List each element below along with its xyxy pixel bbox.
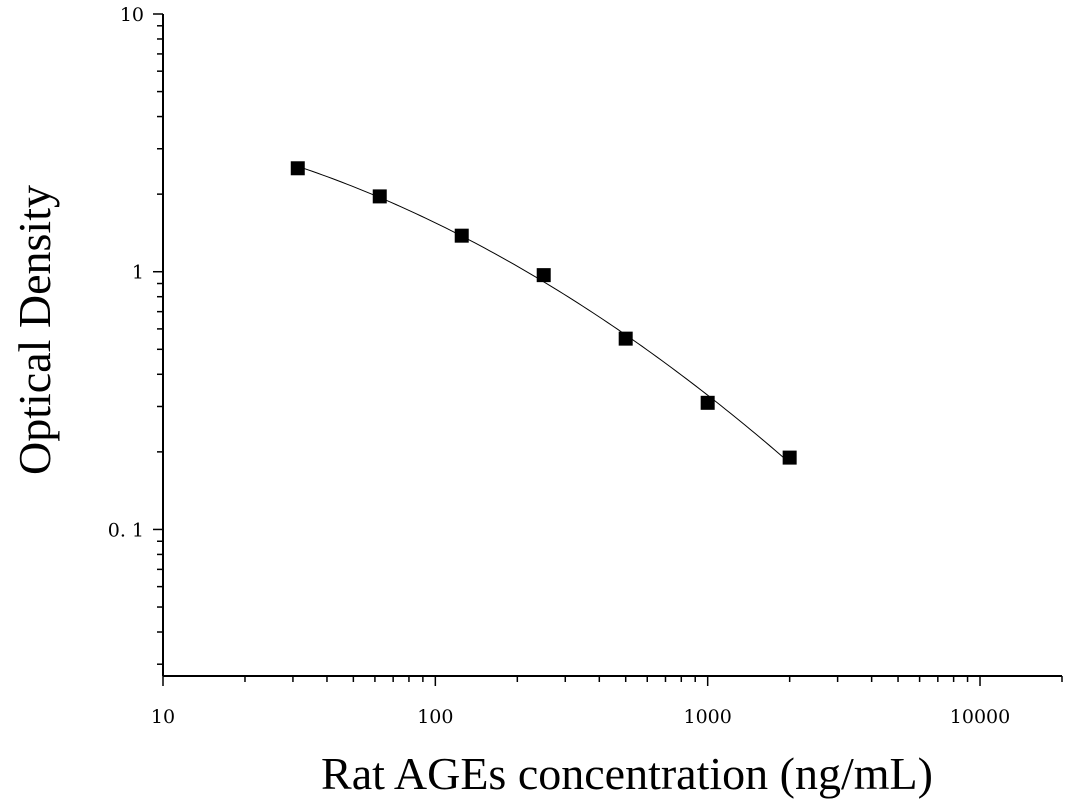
y-axis-ticks xyxy=(153,13,163,665)
y-tick-label: 0. 1 xyxy=(108,519,144,541)
data-point xyxy=(618,331,633,346)
y-axis-tick-labels: 0. 1 1 10 xyxy=(108,4,144,541)
y-tick-label: 10 xyxy=(120,4,144,26)
x-tick-label: 100 xyxy=(417,706,453,728)
x-tick-label: 1000 xyxy=(683,706,731,728)
plot-area: 10 100 1000 10000 0. 1 1 10 xyxy=(108,4,1063,728)
x-axis-title: Rat AGEs concentration (ng/mL) xyxy=(321,748,933,799)
data-point xyxy=(782,450,797,465)
y-axis-title: Optical Density xyxy=(9,185,60,475)
fit-curve xyxy=(297,165,790,464)
data-point xyxy=(372,189,387,204)
x-tick-label: 10000 xyxy=(950,706,1010,728)
data-point xyxy=(700,395,715,410)
x-tick-label: 10 xyxy=(151,706,175,728)
data-point xyxy=(536,268,551,283)
x-axis-tick-labels: 10 100 1000 10000 xyxy=(151,706,1010,728)
y-tick-label: 1 xyxy=(132,262,144,284)
x-axis-ticks xyxy=(162,676,1063,686)
data-point xyxy=(290,161,305,176)
data-point xyxy=(454,228,469,243)
data-points xyxy=(290,161,797,465)
